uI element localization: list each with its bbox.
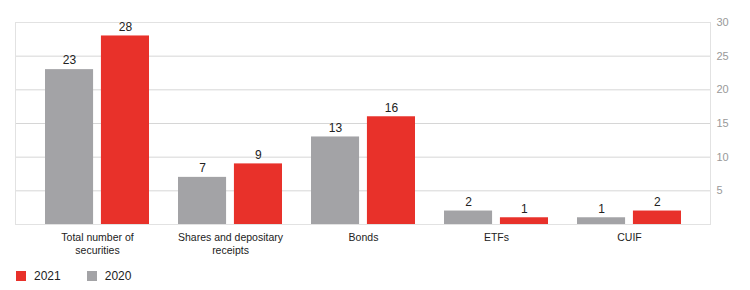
svg-text:2: 2 (654, 195, 661, 209)
svg-text:ETFs: ETFs (484, 231, 509, 243)
html-text:2020: 2020 (104, 269, 132, 283)
svg-text:1: 1 (598, 202, 605, 216)
svg-text:Total number ofsecurities: Total number ofsecurities (61, 231, 133, 256)
svg-text:5: 5 (717, 184, 723, 196)
svg-text:2: 2 (465, 195, 472, 209)
svg-text:10: 10 (717, 151, 729, 163)
svg-text:30: 30 (717, 16, 729, 28)
svg-text:13: 13 (329, 121, 343, 135)
svg-text:9: 9 (255, 148, 262, 162)
svg-text:7: 7 (199, 161, 206, 175)
svg-text:Bonds: Bonds (349, 231, 379, 243)
svg-text:CUIF: CUIF (617, 231, 642, 243)
svg-text:25: 25 (717, 50, 729, 62)
svg-text:1: 1 (521, 202, 528, 216)
svg-text:15: 15 (717, 117, 729, 129)
html-text:2021: 2021 (34, 269, 61, 283)
svg-text:Shares and depositaryreceipts: Shares and depositaryreceipts (178, 231, 284, 256)
svg-text:23: 23 (63, 53, 77, 67)
svg-text:20: 20 (717, 83, 729, 95)
svg-text:28: 28 (119, 20, 133, 34)
svg-text:16: 16 (385, 101, 399, 115)
